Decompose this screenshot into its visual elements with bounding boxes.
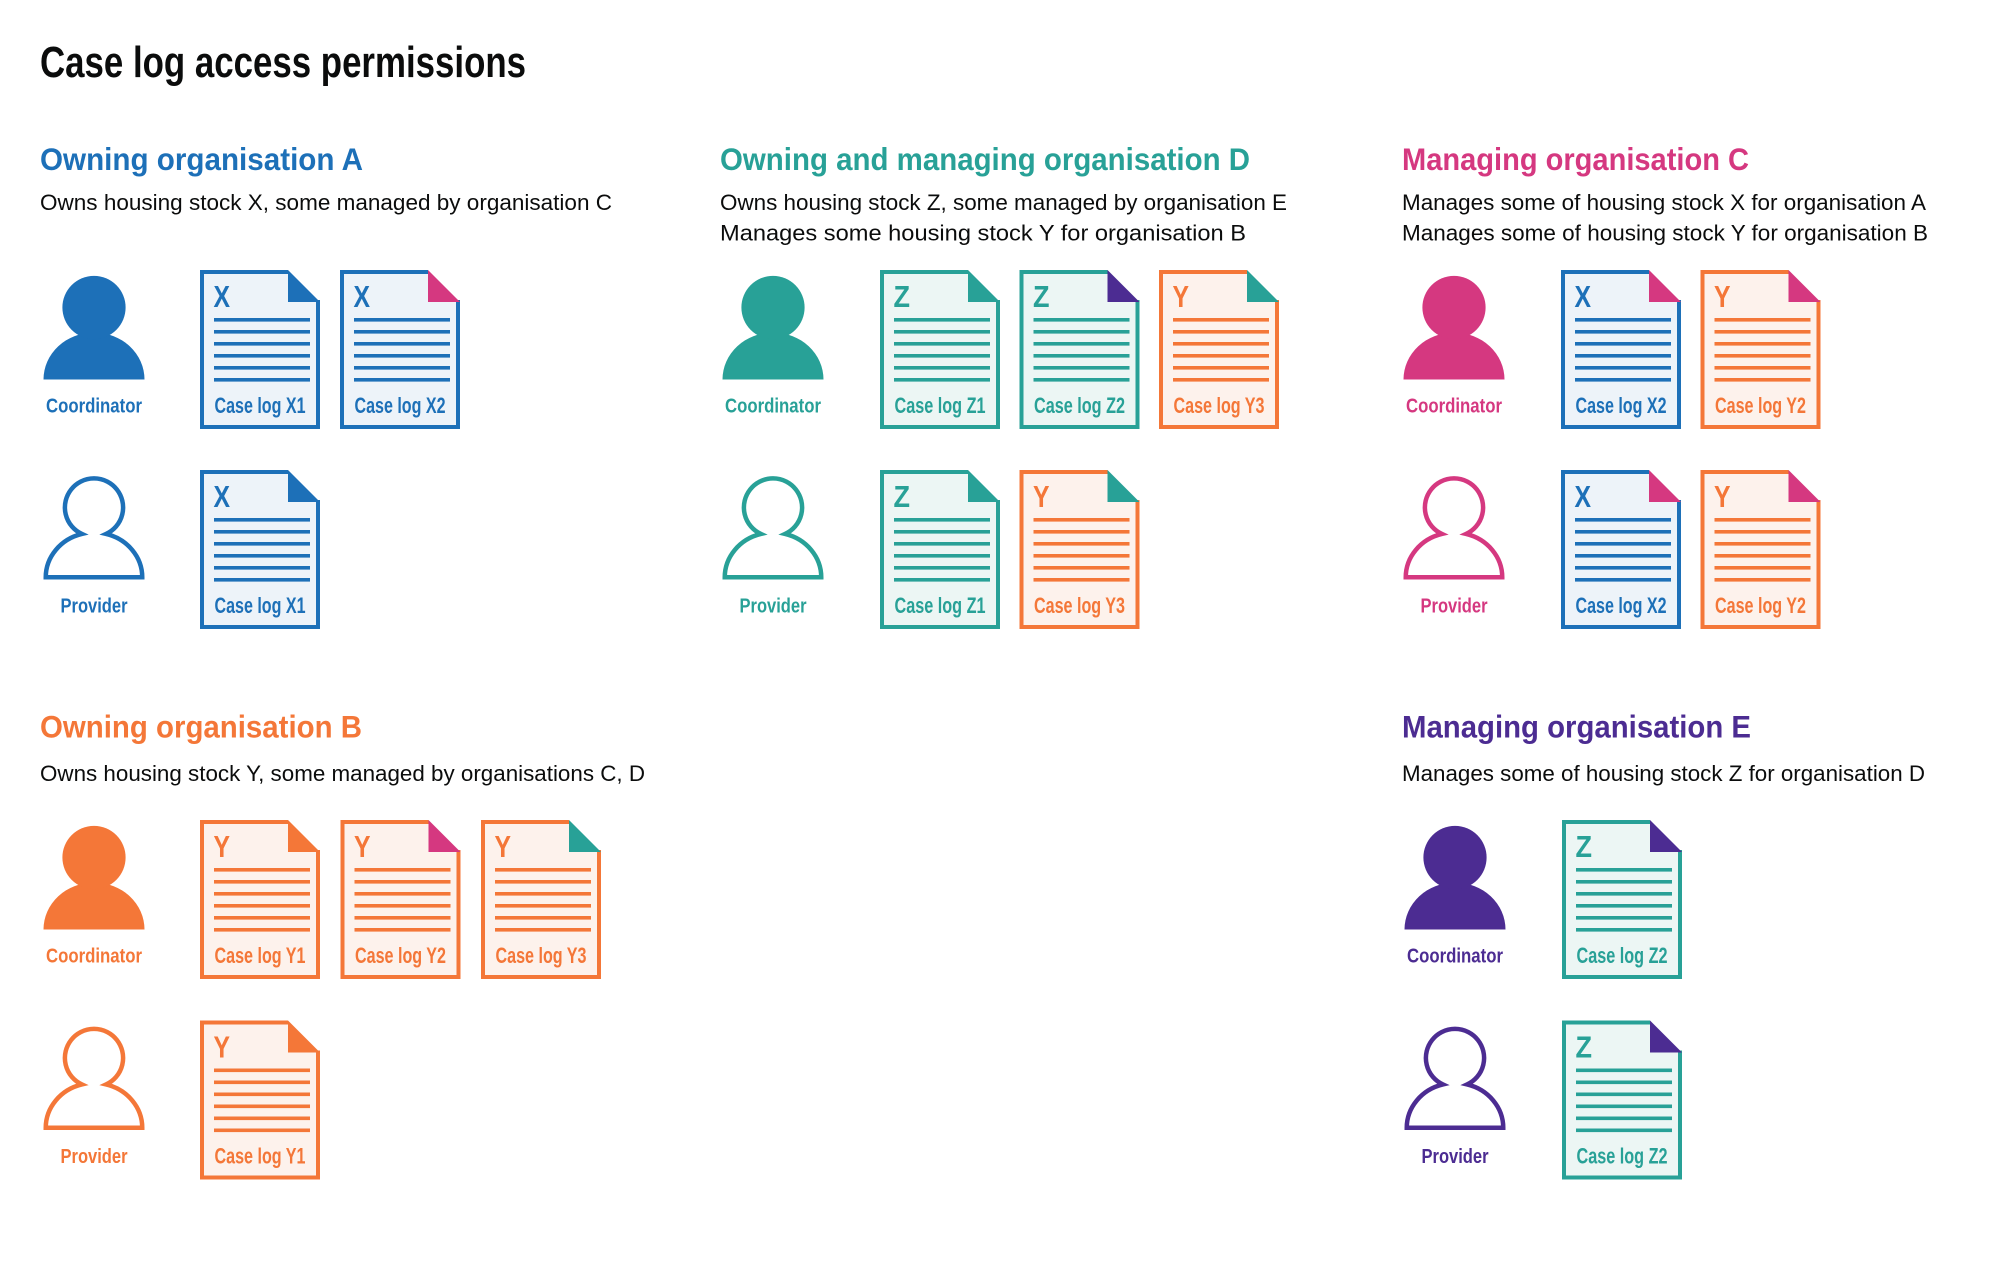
svg-text:Case log Z2: Case log Z2: [1034, 393, 1125, 418]
svg-text:X: X: [354, 280, 371, 314]
svg-text:Y: Y: [354, 830, 371, 864]
svg-text:Case log access permissions: Case log access permissions: [40, 38, 526, 87]
svg-text:Provider: Provider: [61, 1146, 128, 1168]
svg-text:Manages some of housing stock: Manages some of housing stock Y for orga…: [1402, 221, 1928, 246]
svg-text:Coordinator: Coordinator: [725, 396, 821, 418]
svg-text:Coordinator: Coordinator: [46, 396, 142, 418]
svg-text:Case log X1: Case log X1: [215, 393, 306, 418]
svg-text:Coordinator: Coordinator: [1407, 946, 1503, 968]
svg-text:Y: Y: [1173, 280, 1190, 314]
svg-text:Case log X2: Case log X2: [1576, 593, 1667, 618]
svg-text:Provider: Provider: [1421, 596, 1488, 618]
svg-text:Case log Y3: Case log Y3: [1174, 393, 1265, 418]
svg-text:Owns housing stock Z, some man: Owns housing stock Z, some managed by or…: [720, 190, 1287, 215]
svg-text:Z: Z: [1033, 280, 1050, 314]
svg-text:Y: Y: [1714, 480, 1731, 514]
svg-text:Owning and managing organisati: Owning and managing organisation D: [720, 141, 1250, 177]
svg-text:Manages some of housing stock: Manages some of housing stock X for orga…: [1402, 190, 1926, 215]
svg-text:Case log X2: Case log X2: [355, 393, 446, 418]
svg-text:Y: Y: [1033, 480, 1050, 514]
svg-text:Case log Z1: Case log Z1: [895, 393, 986, 418]
svg-text:Case log Y2: Case log Y2: [1715, 593, 1806, 618]
svg-text:Case log Y1: Case log Y1: [215, 1144, 306, 1169]
svg-text:Y: Y: [1714, 280, 1731, 314]
svg-text:Z: Z: [894, 280, 911, 314]
svg-text:Z: Z: [1576, 830, 1593, 864]
svg-text:Case log Y1: Case log Y1: [215, 943, 306, 968]
svg-text:Case log X2: Case log X2: [1576, 393, 1667, 418]
svg-text:Owning organisation A: Owning organisation A: [40, 141, 363, 177]
svg-text:Manages some of housing stock: Manages some of housing stock Z for orga…: [1402, 761, 1925, 786]
svg-text:Y: Y: [214, 1031, 231, 1065]
svg-text:Provider: Provider: [61, 596, 128, 618]
svg-text:Provider: Provider: [1422, 1146, 1489, 1168]
svg-text:X: X: [1575, 480, 1592, 514]
svg-text:Y: Y: [495, 830, 512, 864]
svg-text:Case log Y2: Case log Y2: [1715, 393, 1806, 418]
svg-text:Coordinator: Coordinator: [1406, 396, 1502, 418]
svg-text:X: X: [214, 480, 231, 514]
svg-text:Owns housing stock Y, some man: Owns housing stock Y, some managed by or…: [40, 761, 645, 786]
svg-text:Coordinator: Coordinator: [46, 946, 142, 968]
svg-text:Y: Y: [214, 830, 231, 864]
svg-text:Owns housing stock X, some man: Owns housing stock X, some managed by or…: [40, 190, 612, 215]
svg-text:Case log Y3: Case log Y3: [496, 943, 587, 968]
svg-text:Case log X1: Case log X1: [215, 593, 306, 618]
svg-text:Z: Z: [1576, 1031, 1593, 1065]
svg-text:Manages some housing stock Y f: Manages some housing stock Y for organis…: [720, 221, 1246, 246]
svg-text:Managing organisation E: Managing organisation E: [1402, 709, 1751, 745]
svg-text:Case log Y3: Case log Y3: [1034, 593, 1125, 618]
svg-text:Managing organisation C: Managing organisation C: [1402, 141, 1749, 177]
svg-text:Z: Z: [894, 480, 911, 514]
svg-text:Provider: Provider: [740, 596, 807, 618]
svg-text:Case log Y2: Case log Y2: [355, 943, 446, 968]
svg-text:Case log Z2: Case log Z2: [1577, 1144, 1668, 1169]
svg-text:Owning organisation B: Owning organisation B: [40, 709, 362, 745]
svg-text:X: X: [1575, 280, 1592, 314]
svg-text:Case log Z1: Case log Z1: [895, 593, 986, 618]
svg-text:X: X: [214, 280, 231, 314]
svg-text:Case log Z2: Case log Z2: [1577, 943, 1668, 968]
